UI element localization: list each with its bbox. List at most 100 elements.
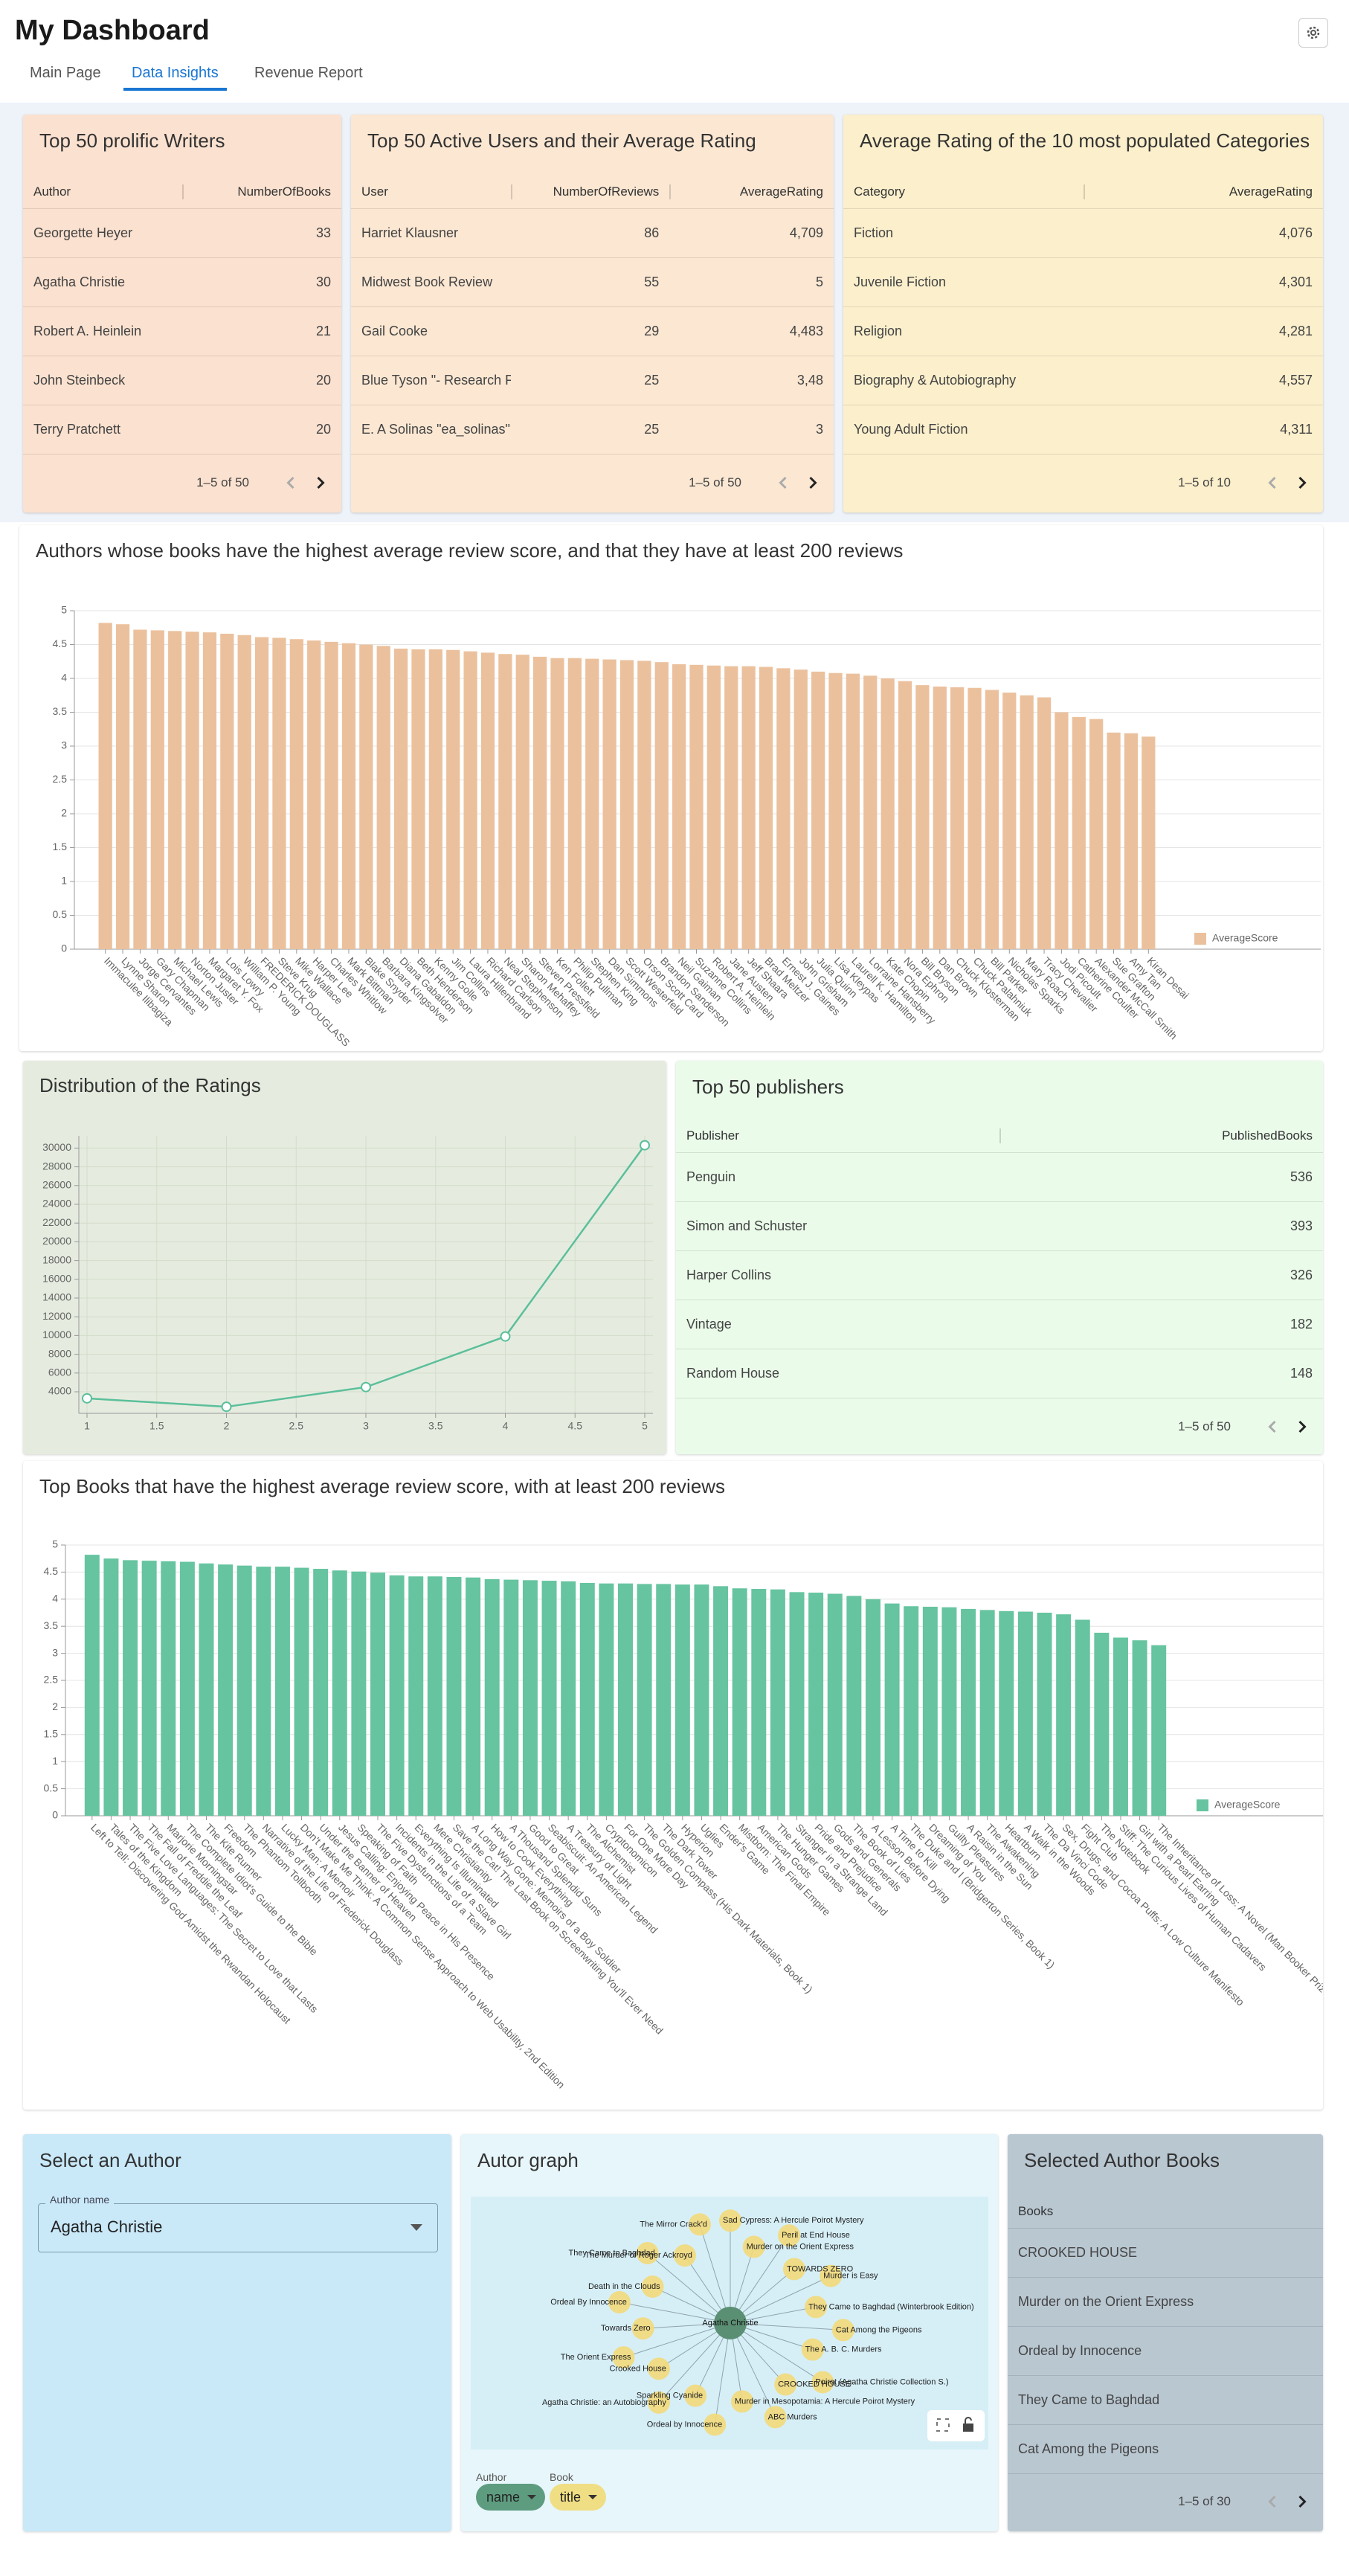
prev-page-button [286, 476, 294, 489]
bar [237, 635, 251, 949]
dashboard-title: My Dashboard [15, 15, 210, 46]
table-row: Simon and Schuster 393 [676, 1202, 1323, 1251]
table-cell: Midwest Book Review [361, 274, 493, 289]
bar [694, 1584, 709, 1816]
table-header-row: User NumberOfReviews AverageRating [351, 176, 834, 209]
prev-page-button [779, 476, 787, 489]
bar [294, 1567, 309, 1816]
bar [466, 1577, 481, 1816]
bar [898, 681, 912, 949]
book-node-label: Poirot (Agatha Christie Collection S.) [815, 2377, 948, 2386]
table-cell: 4,709 [789, 225, 823, 240]
bar [579, 1582, 595, 1816]
book-node-label: The Murder of Roger Ackroyd [585, 2251, 692, 2260]
table-row: Murder on the Orient Express [1008, 2278, 1323, 2327]
chevron-icon [1268, 2495, 1276, 2508]
y-tick-label: 0 [52, 1809, 58, 1821]
bar [789, 1592, 805, 1816]
tab[interactable]: Revenue Report [254, 65, 363, 81]
bar [351, 1571, 367, 1816]
next-page-button[interactable] [1292, 1416, 1313, 1437]
settings-button[interactable] [1298, 18, 1328, 48]
book-node-label: They Came to Baghdad [569, 2249, 655, 2258]
bar [503, 1579, 519, 1816]
point [500, 1331, 511, 1342]
bar [985, 690, 999, 949]
bar [446, 649, 460, 949]
bar [759, 667, 773, 949]
table-row: Ordeal by Innocence [1008, 2327, 1323, 2376]
bar [999, 1610, 1014, 1816]
bar [84, 1555, 100, 1816]
author-select-card: Select an Author Author name Agatha Chri… [23, 2134, 451, 2531]
book-node-label: Towards Zero [601, 2324, 651, 2333]
book-node-label: Peril at End House [782, 2231, 850, 2240]
fit-button[interactable] [936, 2418, 950, 2432]
y-tick-label: 0.5 [44, 1782, 59, 1793]
point [361, 1381, 371, 1393]
bar [411, 649, 425, 949]
bar [446, 1576, 462, 1816]
data-table: Books CROOKED HOUSE Murder on the Orient E… [1008, 2195, 1323, 2474]
author-select[interactable] [38, 2203, 438, 2252]
categories-card: Average Rating of the 10 most populated … [843, 115, 1323, 513]
chevron-icon [1298, 1420, 1307, 1433]
bar [376, 646, 390, 949]
next-page-button[interactable] [802, 472, 823, 493]
publishers-card: Top 50 publishers Publisher PublishedBook… [676, 1061, 1323, 1454]
author-node [714, 2307, 747, 2339]
book-node [764, 2406, 787, 2429]
book-node-label: They Came to Baghdad (Winterbrook Editio… [808, 2302, 974, 2311]
next-page-button[interactable] [1292, 2491, 1313, 2512]
card-title: Top 50 prolific Writers [39, 129, 225, 152]
column-header: Category [854, 184, 905, 199]
table-cell: Murder on the Orient Express [1018, 2294, 1194, 2309]
bar [602, 659, 616, 949]
table-cell: Fiction [854, 225, 894, 240]
legend-swatch [1197, 1799, 1208, 1811]
chevron-icon [1268, 1420, 1276, 1433]
table-row: Juvenile Fiction 4,301 [843, 258, 1323, 307]
bar [713, 1586, 729, 1816]
lock-button[interactable] [963, 2424, 973, 2432]
settings-icon [1307, 26, 1320, 39]
table-cell: 4,076 [1278, 225, 1313, 240]
legend-chip[interactable]: title [550, 2484, 607, 2511]
next-page-button[interactable] [310, 472, 331, 493]
table-cell: 30 [315, 274, 331, 289]
tab[interactable]: Data Insights [123, 58, 227, 91]
next-page-button[interactable] [1292, 472, 1313, 493]
bar [522, 1580, 538, 1816]
x-tick-label: 2.5 [289, 1420, 304, 1432]
bar [274, 1567, 290, 1816]
legend-swatch [1194, 933, 1206, 945]
y-tick-label: 1 [52, 1755, 58, 1767]
select-label: Author name [45, 2194, 115, 2206]
legend-chip[interactable]: name [476, 2484, 546, 2511]
book-node [636, 2241, 659, 2264]
bar [1002, 693, 1017, 949]
table-row: John Steinbeck 20 [23, 356, 341, 405]
bar [1017, 1611, 1033, 1816]
data-table: Author NumberOfBooks Georgette Heyer 33 Agat… [23, 176, 341, 455]
book-node [774, 2373, 797, 2396]
table-cell: 29 [644, 324, 660, 338]
bar [751, 1588, 767, 1816]
book-node [684, 2384, 707, 2407]
legend-label: AverageScore [1212, 932, 1278, 944]
graph-edge [730, 2275, 831, 2324]
book-node-label: CROOKED HOUSE [778, 2380, 851, 2389]
bar [1056, 1614, 1072, 1816]
bar [480, 652, 495, 949]
authors-chart-card: Authors whose books have the highest ave… [19, 525, 1323, 1051]
chevron-icon [779, 476, 787, 489]
bar [933, 686, 947, 949]
legend-group-label: Author [476, 2471, 507, 2483]
book-node [688, 2213, 711, 2236]
bar [828, 672, 843, 949]
x-tick-label: 2 [224, 1420, 230, 1432]
table-cell: 326 [1290, 1268, 1313, 1282]
table-cell: 21 [315, 324, 331, 338]
tab[interactable]: Main Page [30, 65, 101, 81]
